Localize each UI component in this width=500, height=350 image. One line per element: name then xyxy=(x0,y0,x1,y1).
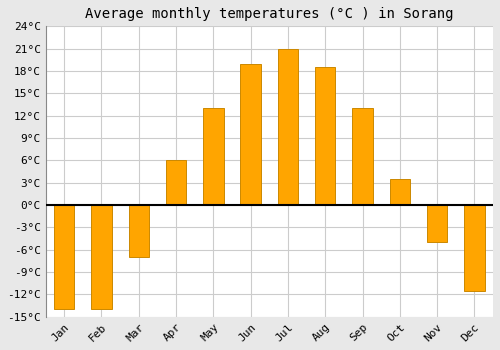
Bar xyxy=(54,205,74,309)
Bar xyxy=(91,205,112,309)
Bar xyxy=(390,179,410,205)
Bar xyxy=(203,108,224,205)
Bar xyxy=(315,67,336,205)
Bar xyxy=(427,205,448,242)
Bar xyxy=(278,49,298,205)
Title: Average monthly temperatures (°C ) in Sorang: Average monthly temperatures (°C ) in So… xyxy=(85,7,454,21)
Bar xyxy=(352,108,373,205)
Bar xyxy=(240,63,261,205)
Bar xyxy=(128,205,149,257)
Bar xyxy=(464,205,484,291)
Bar xyxy=(166,160,186,205)
